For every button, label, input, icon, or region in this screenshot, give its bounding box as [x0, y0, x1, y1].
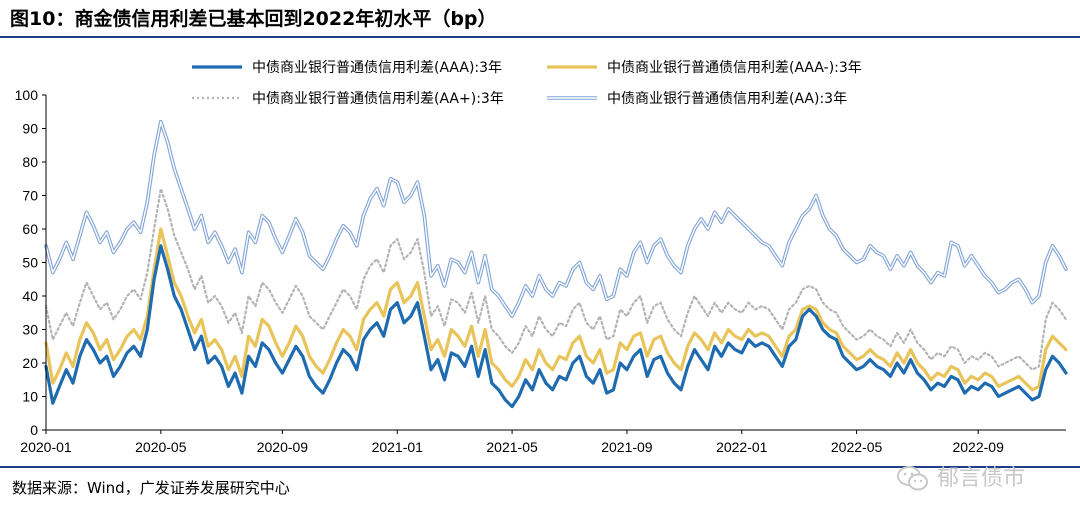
legend: 中债商业银行普通债信用利差(AAA):3年 中债商业银行普通债信用利差(AAA-)… [192, 60, 862, 107]
y-tick-label: 40 [22, 288, 38, 304]
series-4 [44, 120, 1068, 318]
watermark-text: 郁言债市 [937, 466, 1026, 491]
x-tick-label: 2020-05 [135, 439, 187, 455]
legend-label: 中债商业银行普通债信用利差(AAA):3年 [252, 60, 502, 76]
chart-title: 图10：商金债信用利差已基本回到2022年初水平（bp） [10, 8, 497, 30]
y-tick-label: 0 [30, 422, 38, 438]
watermark: 郁言债市 [896, 460, 1025, 493]
x-tick-label: 2020-01 [20, 439, 72, 455]
footer-divider [0, 466, 1080, 468]
y-tick-label: 90 [22, 121, 38, 137]
y-tick-label: 80 [22, 154, 38, 170]
source-note: 数据来源：Wind，广发证券发展研究中心 [12, 479, 290, 497]
y-tick-label: 70 [22, 188, 38, 204]
legend-label: 中债商业银行普通债信用利差(AA+):3年 [252, 91, 504, 107]
x-tick-label: 2022-09 [952, 439, 1004, 455]
x-tick-label: 2021-01 [372, 439, 424, 455]
series-line [44, 227, 1068, 392]
plot-area [44, 120, 1068, 409]
wechat-icon [897, 466, 928, 491]
series-line [44, 244, 1068, 409]
legend-item: 中债商业银行普通债信用利差(AA+):3年 [192, 91, 504, 107]
axes: 0 10 20 30 40 50 60 70 80 90 100 2020-01 2020-05 2020… [15, 87, 1066, 455]
series-1 [44, 244, 1068, 409]
y-tick-label: 50 [22, 255, 38, 271]
legend-item: 中债商业银行普通债信用利差(AA):3年 [547, 91, 847, 107]
x-tick-label: 2022-01 [716, 439, 768, 455]
x-tick-label: 2021-09 [601, 439, 653, 455]
legend-item: 中债商业银行普通债信用利差(AAA):3年 [192, 60, 502, 76]
x-tick-label: 2021-05 [486, 439, 538, 455]
series-line-inner [45, 121, 1067, 317]
y-tick-label: 20 [22, 355, 38, 371]
title-divider [0, 36, 1080, 38]
x-tick-label: 2022-05 [831, 439, 883, 455]
x-tick-label: 2020-09 [257, 439, 309, 455]
y-tick-label: 10 [22, 389, 38, 405]
series-2 [44, 227, 1068, 392]
y-tick-label: 30 [22, 322, 38, 338]
y-tick-label: 100 [15, 87, 39, 103]
line-chart: 中债商业银行普通债信用利差(AAA):3年 中债商业银行普通债信用利差(AAA-)… [15, 60, 1068, 455]
legend-label: 中债商业银行普通债信用利差(AAA-):3年 [607, 60, 862, 76]
y-tick-label: 60 [22, 221, 38, 237]
legend-label: 中债商业银行普通债信用利差(AA):3年 [607, 91, 847, 107]
series-line [44, 187, 1068, 371]
series-3 [44, 187, 1068, 371]
legend-item: 中债商业银行普通债信用利差(AAA-):3年 [547, 60, 862, 76]
